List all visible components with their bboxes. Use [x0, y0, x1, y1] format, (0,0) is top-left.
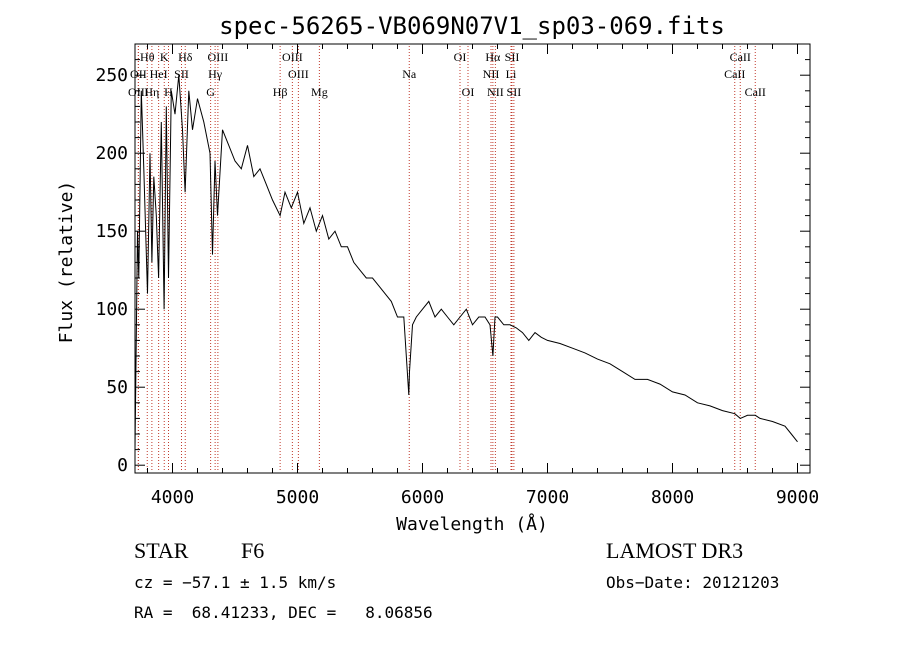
line-label-10: Hγ [208, 67, 223, 81]
x-axis-label: Wavelength (Å) [396, 513, 548, 535]
line-label-22: Li [506, 67, 517, 81]
line-label-16: Na [402, 67, 417, 81]
line-label-3: K [160, 50, 169, 64]
chart-title: spec-56265-VB069N07V1_sp03-069.fits [219, 12, 725, 40]
line-markers [137, 46, 756, 471]
y-axis-label: Flux (relative) [56, 181, 77, 344]
line-label-21: NII [483, 67, 500, 81]
line-label-20: SII [505, 50, 520, 64]
coordinates: RA = 68.41233, DEC = 8.06856 [134, 603, 433, 622]
y-tick-label-0: 0 [117, 455, 128, 476]
x-tick-labels: 4000 5000 6000 7000 8000 9000 [151, 487, 819, 508]
line-label-1: OII [130, 67, 147, 81]
y-tick-label-200: 200 [95, 143, 128, 164]
line-label-9: OIII [208, 50, 229, 64]
y-tick-label-100: 100 [95, 299, 128, 320]
line-label-4: HeI [150, 67, 168, 81]
line-label-6: Hδ [178, 50, 193, 64]
spectrum-series-line [134, 75, 798, 450]
y-tick-label-150: 150 [95, 221, 128, 242]
line-label-15: Mg [311, 85, 328, 99]
line-label-2: OIII [128, 85, 149, 99]
x-tick-label-8000: 8000 [651, 487, 694, 508]
line-label-13: OIII [288, 67, 309, 81]
x-tick-label-5000: 5000 [276, 487, 319, 508]
axis-ticks [135, 44, 810, 473]
line-label-7: SII [174, 67, 189, 81]
line-label-24: SII [507, 85, 522, 99]
line-label-12: OIII [282, 50, 303, 64]
line-label-8: H [164, 85, 173, 99]
y-tick-label-250: 250 [95, 65, 128, 86]
plot-frame [134, 43, 811, 474]
line-label-14: Hβ [273, 85, 288, 99]
radial-velocity: cz = −57.1 ± 1.5 km/s [134, 573, 337, 592]
line-label-5: Hη [144, 85, 159, 99]
line-label-11: G [206, 85, 215, 99]
object-subclass: F6 [241, 538, 265, 563]
line-label-26: CaII [724, 67, 745, 81]
x-tick-label-4000: 4000 [151, 487, 194, 508]
object-class: STAR [134, 538, 189, 563]
line-label-25: CaII [730, 50, 751, 64]
line-label-27: CaII [745, 85, 766, 99]
observation-date: Obs−Date: 20121203 [606, 573, 780, 592]
line-label-0: Hθ [140, 50, 155, 64]
y-tick-label-50: 50 [106, 377, 128, 398]
line-label-17: OI [454, 50, 467, 64]
y-tick-labels: 0 50 100 150 200 250 [95, 65, 128, 476]
line-label-18: OI [462, 85, 475, 99]
x-tick-label-9000: 9000 [776, 487, 819, 508]
x-tick-label-7000: 7000 [526, 487, 569, 508]
line-label-19: Hα [485, 50, 501, 64]
survey-label: LAMOST DR3 [606, 538, 744, 563]
x-tick-label-6000: 6000 [401, 487, 444, 508]
line-label-23: NII [487, 85, 504, 99]
